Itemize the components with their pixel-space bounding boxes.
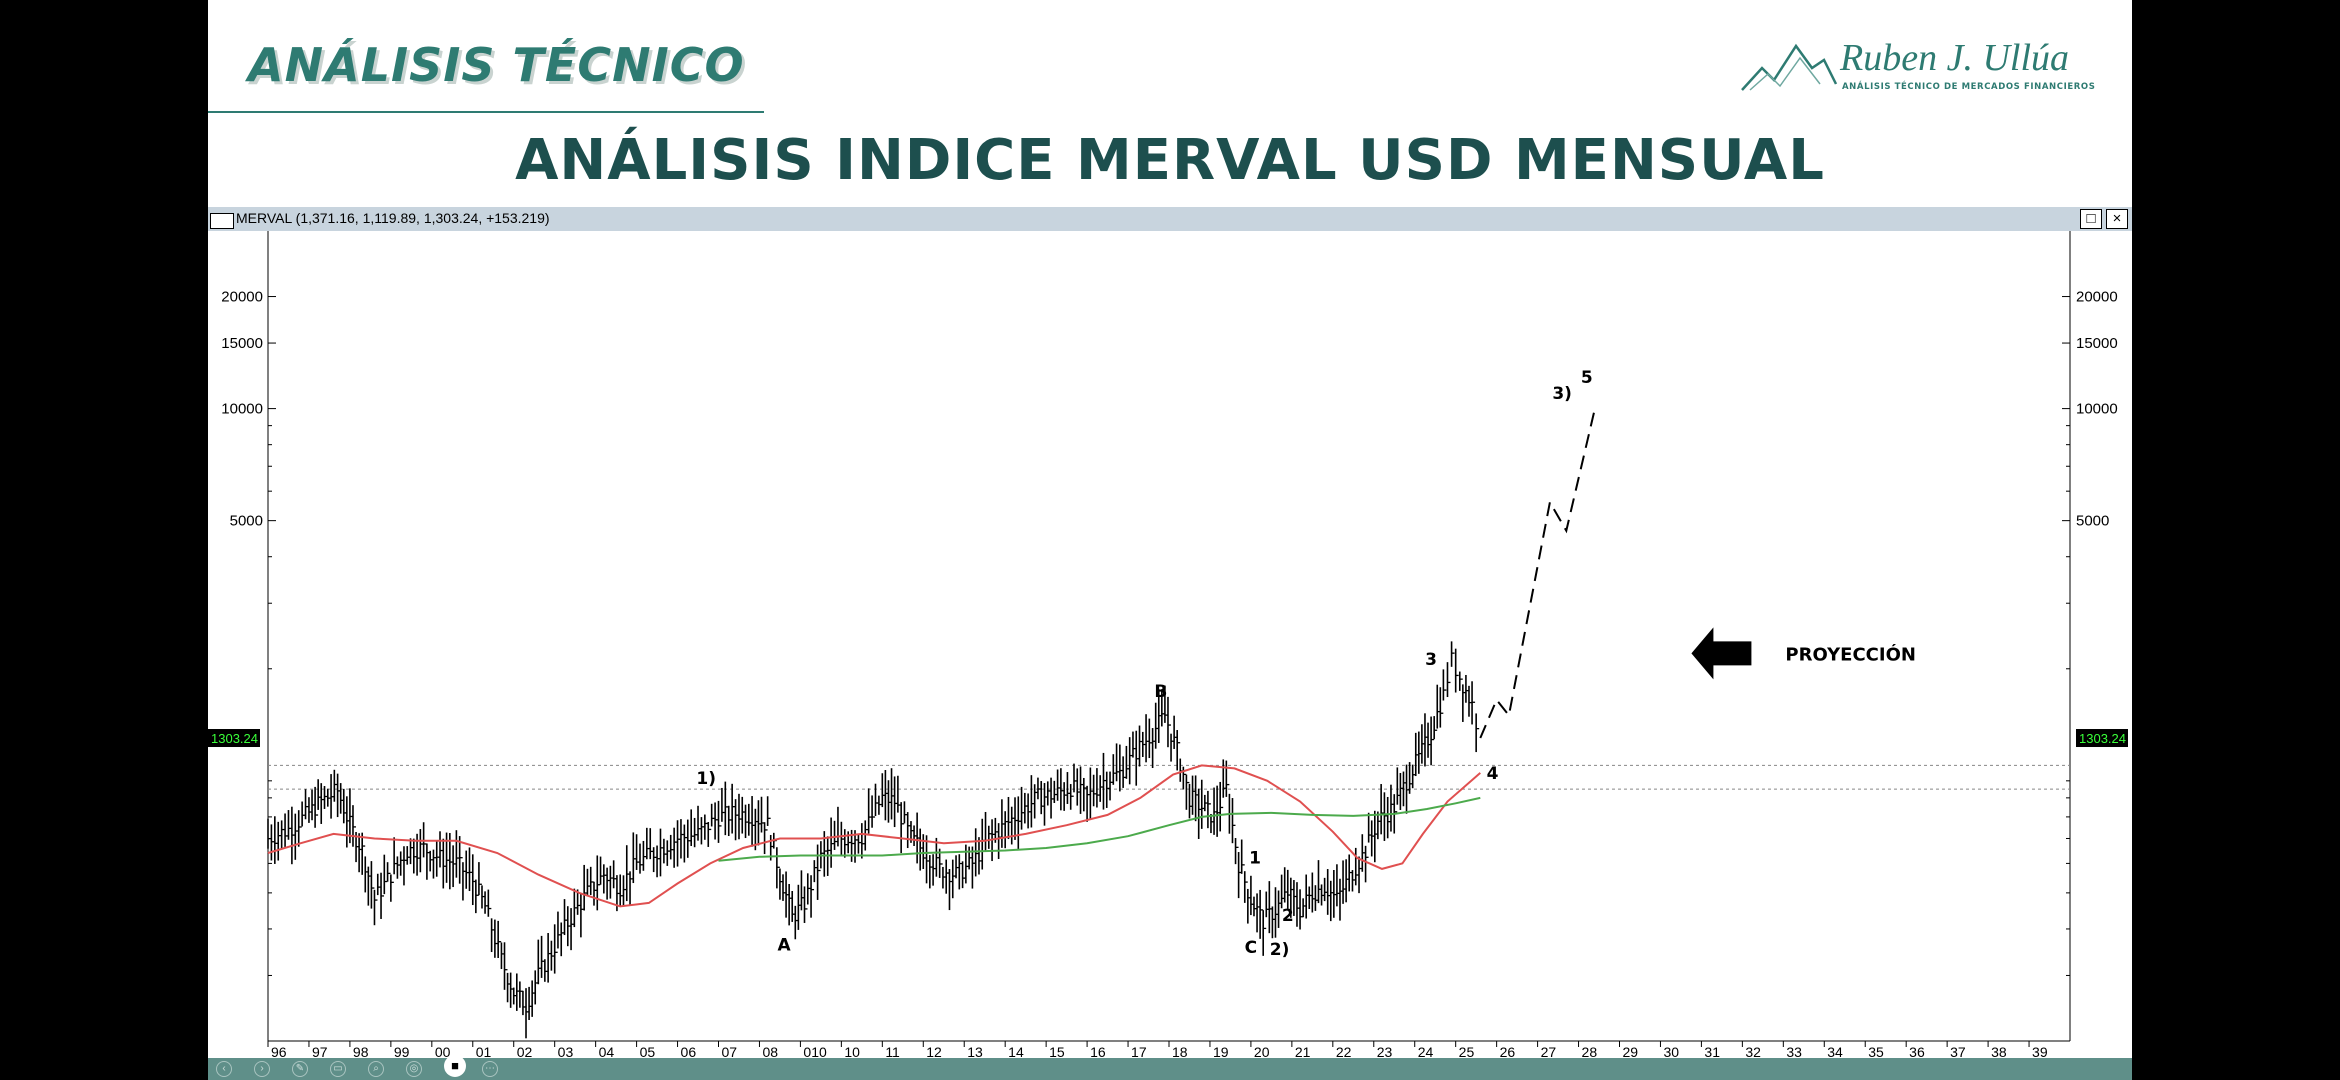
screen-icon[interactable]: ▭	[330, 1061, 346, 1077]
x-tick-label: 05	[640, 1044, 656, 1058]
wave-label: A	[777, 936, 791, 956]
x-tick-label: 31	[1704, 1044, 1720, 1058]
y-tick-label: 20000	[221, 289, 263, 306]
close-button[interactable]: ×	[2106, 209, 2128, 229]
x-tick-label: 30	[1663, 1044, 1679, 1058]
y-tick-label: 15000	[221, 335, 263, 352]
slide: ANÁLISIS TÉCNICO Ruben J. Ullúa ANÁLISIS…	[208, 0, 2132, 1080]
settings-icon[interactable]: ◎	[406, 1061, 422, 1077]
more-icon[interactable]: ⋯	[482, 1061, 498, 1077]
price-chart[interactable]: 5000 5000 10000 10000 15000 15000 20000 20000 96…	[208, 231, 2132, 1058]
logo-name: Ruben J. Ullúa	[1840, 37, 2070, 79]
x-tick-label: 34	[1827, 1044, 1843, 1058]
x-tick-label: 33	[1786, 1044, 1802, 1058]
x-tick-label: 98	[353, 1044, 369, 1058]
wave-label: 2	[1282, 906, 1294, 926]
pen-icon[interactable]: ✎	[292, 1061, 308, 1077]
forward-icon[interactable]: ›	[254, 1061, 270, 1077]
x-tick-label: 96	[271, 1044, 287, 1058]
x-tick-label: 15	[1049, 1044, 1065, 1058]
x-tick-label: 39	[2032, 1044, 2048, 1058]
x-tick-label: 36	[1909, 1044, 1925, 1058]
x-tick-label: 10	[844, 1044, 860, 1058]
presentation-toolbar: ‹ › ✎ ▭ ⌕ ◎ ⋯	[208, 1058, 2132, 1080]
x-tick-label: 11	[885, 1044, 900, 1058]
x-tick-label: 97	[312, 1044, 328, 1058]
x-tick-label: 29	[1623, 1044, 1639, 1058]
page-title: ANÁLISIS INDICE MERVAL USD MENSUAL	[515, 128, 1825, 193]
wave-label: B	[1154, 682, 1167, 702]
x-tick-label: 35	[1868, 1044, 1884, 1058]
projection-line	[1479, 408, 1596, 739]
chart-window-icon	[210, 213, 234, 229]
x-tick-label: 03	[558, 1044, 574, 1058]
projection-callout: PROYECCIÓN	[1785, 643, 1916, 665]
x-tick-label: 20	[1254, 1044, 1270, 1058]
x-tick-label: 21	[1295, 1044, 1311, 1058]
logo-mountain-icon	[1741, 43, 1838, 91]
x-tick-label: 16	[1090, 1044, 1106, 1058]
x-tick-label: 25	[1459, 1044, 1475, 1058]
section-title: ANÁLISIS TÉCNICO	[248, 38, 745, 92]
x-tick-label: 24	[1418, 1044, 1434, 1058]
wave-label: 1)	[696, 769, 716, 789]
x-tick-label: 04	[599, 1044, 615, 1058]
last-price-label: 1303.24	[211, 731, 258, 746]
x-tick-label: 00	[435, 1044, 451, 1058]
x-tick-label: 17	[1131, 1044, 1147, 1058]
x-tick-label: 14	[1008, 1044, 1024, 1058]
back-icon[interactable]: ‹	[216, 1061, 232, 1077]
last-price-badge	[208, 729, 260, 748]
y-tick-label: 5000	[2076, 513, 2109, 530]
maximize-button[interactable]: □	[2080, 209, 2102, 229]
x-tick-label: 28	[1582, 1044, 1598, 1058]
wave-label: C	[1245, 938, 1257, 958]
wave-label: 4	[1487, 764, 1499, 784]
x-tick-label: 32	[1745, 1044, 1761, 1058]
wave-label: 3)	[1552, 384, 1572, 404]
last-price-label: 1303.24	[2079, 731, 2126, 746]
x-tick-label: 27	[1541, 1044, 1557, 1058]
x-tick-label: 37	[1950, 1044, 1966, 1058]
x-tick-label: 38	[1991, 1044, 2007, 1058]
last-price-badge	[2076, 729, 2128, 748]
chart-symbol-quote: MERVAL (1,371.16, 1,119.89, 1,303.24, +1…	[236, 210, 550, 226]
wave-label: 2)	[1270, 940, 1290, 960]
logo: Ruben J. Ullúa ANÁLISIS TÉCNICO DE MERCA…	[1740, 32, 2100, 102]
x-tick-label: 22	[1336, 1044, 1352, 1058]
x-tick-label: 08	[762, 1044, 778, 1058]
chart-window-header: MERVAL (1,371.16, 1,119.89, 1,303.24, +1…	[208, 207, 2132, 231]
x-tick-label: 13	[967, 1044, 983, 1058]
moving-average-line	[267, 764, 1481, 908]
x-tick-label: 12	[926, 1044, 942, 1058]
y-tick-label: 20000	[2076, 289, 2118, 306]
x-tick-label: 01	[476, 1044, 492, 1058]
zoom-icon[interactable]: ⌕	[368, 1061, 384, 1077]
wave-label: 3	[1425, 650, 1437, 670]
y-tick-label: 10000	[2076, 401, 2118, 418]
x-tick-label: 23	[1377, 1044, 1393, 1058]
arrow-left-icon	[1691, 627, 1752, 680]
wave-label: 1	[1249, 848, 1261, 868]
y-tick-label: 15000	[2076, 335, 2118, 352]
x-tick-label: 07	[722, 1044, 738, 1058]
logo-tagline: ANÁLISIS TÉCNICO DE MERCADOS FINANCIEROS	[1842, 82, 2096, 92]
x-tick-label: 99	[394, 1044, 410, 1058]
moving-average-line	[718, 796, 1481, 862]
x-tick-label: 19	[1213, 1044, 1229, 1058]
camera-icon[interactable]: ■	[444, 1055, 466, 1077]
x-tick-label: 02	[517, 1044, 533, 1058]
x-tick-label: 010	[803, 1044, 827, 1058]
x-tick-label: 18	[1172, 1044, 1188, 1058]
x-tick-label: 26	[1500, 1044, 1516, 1058]
y-tick-label: 10000	[221, 401, 263, 418]
y-tick-label: 5000	[230, 513, 263, 530]
title-underline	[208, 111, 764, 113]
wave-label: 5	[1581, 368, 1593, 388]
x-tick-label: 06	[681, 1044, 697, 1058]
